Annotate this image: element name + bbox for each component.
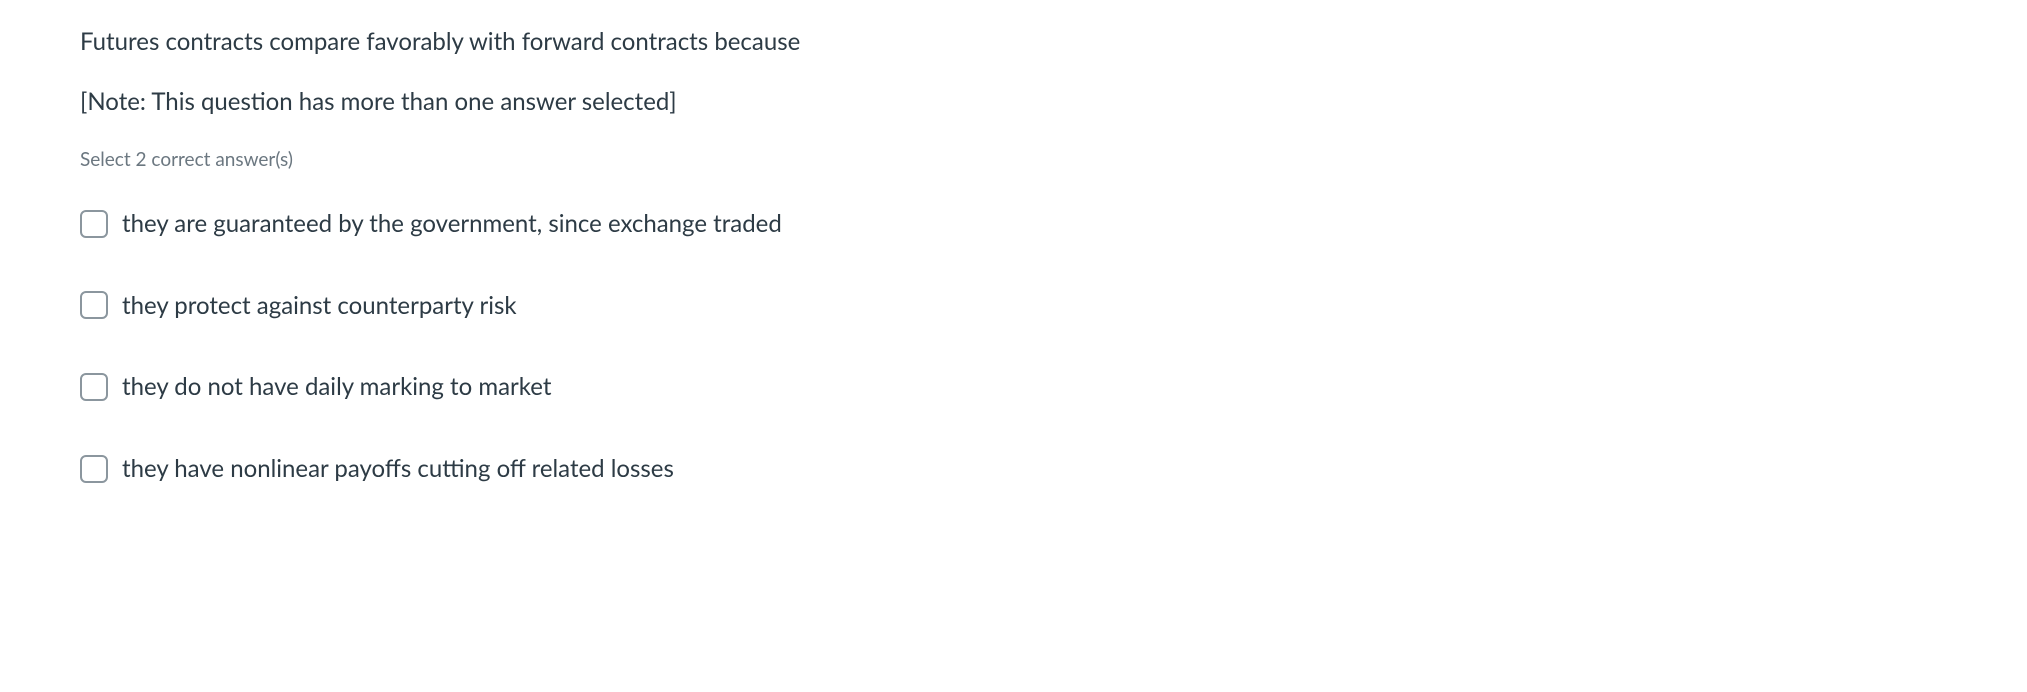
- select-instruction: Select 2 correct answer(s): [80, 148, 1947, 171]
- checkbox-option-2[interactable]: [80, 291, 108, 319]
- checkbox-option-3[interactable]: [80, 373, 108, 401]
- question-text: Futures contracts compare favorably with…: [80, 24, 1947, 60]
- option-label: they do not have daily marking to market: [122, 370, 551, 404]
- checkbox-option-4[interactable]: [80, 455, 108, 483]
- option-label: they have nonlinear payoffs cutting off …: [122, 452, 674, 486]
- option-label: they are guaranteed by the government, s…: [122, 207, 782, 241]
- option-row: they do not have daily marking to market: [80, 370, 1947, 404]
- option-row: they have nonlinear payoffs cutting off …: [80, 452, 1947, 486]
- option-row: they protect against counterparty risk: [80, 289, 1947, 323]
- checkbox-option-1[interactable]: [80, 210, 108, 238]
- option-label: they protect against counterparty risk: [122, 289, 517, 323]
- option-row: they are guaranteed by the government, s…: [80, 207, 1947, 241]
- question-note: [Note: This question has more than one a…: [80, 84, 1947, 120]
- options-list: they are guaranteed by the government, s…: [80, 207, 1947, 485]
- question-container: Futures contracts compare favorably with…: [80, 24, 1947, 485]
